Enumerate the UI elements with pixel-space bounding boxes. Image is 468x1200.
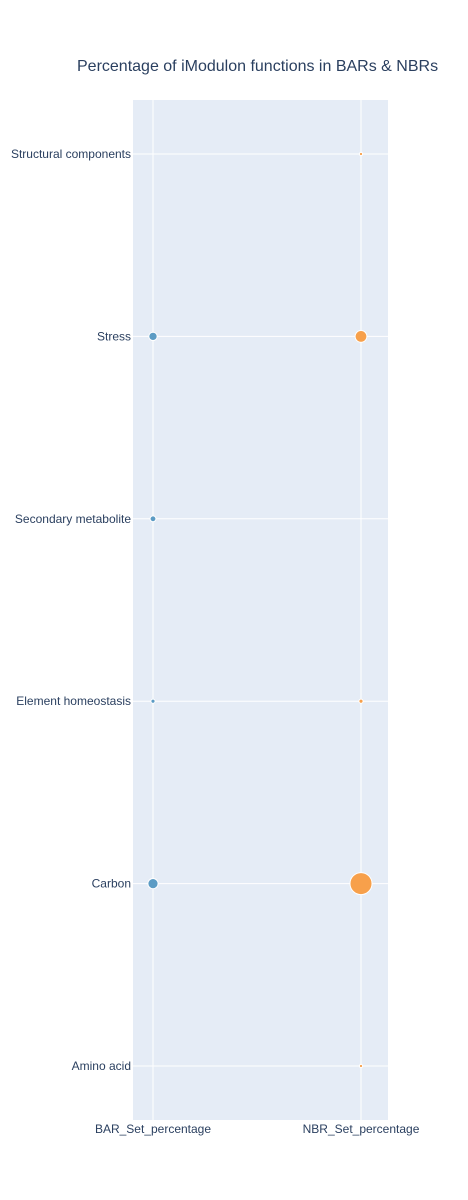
y-tick-label: Structural components [11, 147, 131, 161]
y-tick-label: Carbon [92, 877, 131, 891]
markers [147, 151, 373, 1069]
bubble-nbr-stress[interactable] [354, 330, 368, 343]
y-tick-label: Secondary metabolite [15, 512, 131, 526]
bubble-bar-stress[interactable] [148, 331, 158, 342]
bubble-bar-element-homeostasis[interactable] [150, 698, 156, 704]
bubble-bar-carbon[interactable] [147, 878, 159, 890]
plot-area [133, 100, 388, 1120]
x-tick-label: NBR_Set_percentage [303, 1122, 420, 1136]
y-tick-label: Amino acid [72, 1059, 131, 1073]
bubble-nbr-amino-acid[interactable] [358, 1063, 364, 1069]
bubble-nbr-structural-components[interactable] [358, 151, 364, 157]
chart-title: Percentage of iModulon functions in BARs… [77, 58, 438, 75]
bubble-nbr-carbon[interactable] [349, 872, 373, 896]
grid-lines [133, 100, 388, 1120]
y-tick-labels: Amino acid Carbon Element homeostasis Secon… [11, 147, 131, 1073]
y-tick-label: Element homeostasis [16, 694, 131, 708]
bubble-bar-secondary-metabolite[interactable] [149, 515, 157, 523]
y-tick-label: Stress [97, 329, 131, 343]
bubble-nbr-element-homeostasis[interactable] [358, 698, 364, 704]
x-tick-labels: BAR_Set_percentage NBR_Set_percentage [95, 1122, 420, 1136]
x-tick-label: BAR_Set_percentage [95, 1122, 211, 1136]
